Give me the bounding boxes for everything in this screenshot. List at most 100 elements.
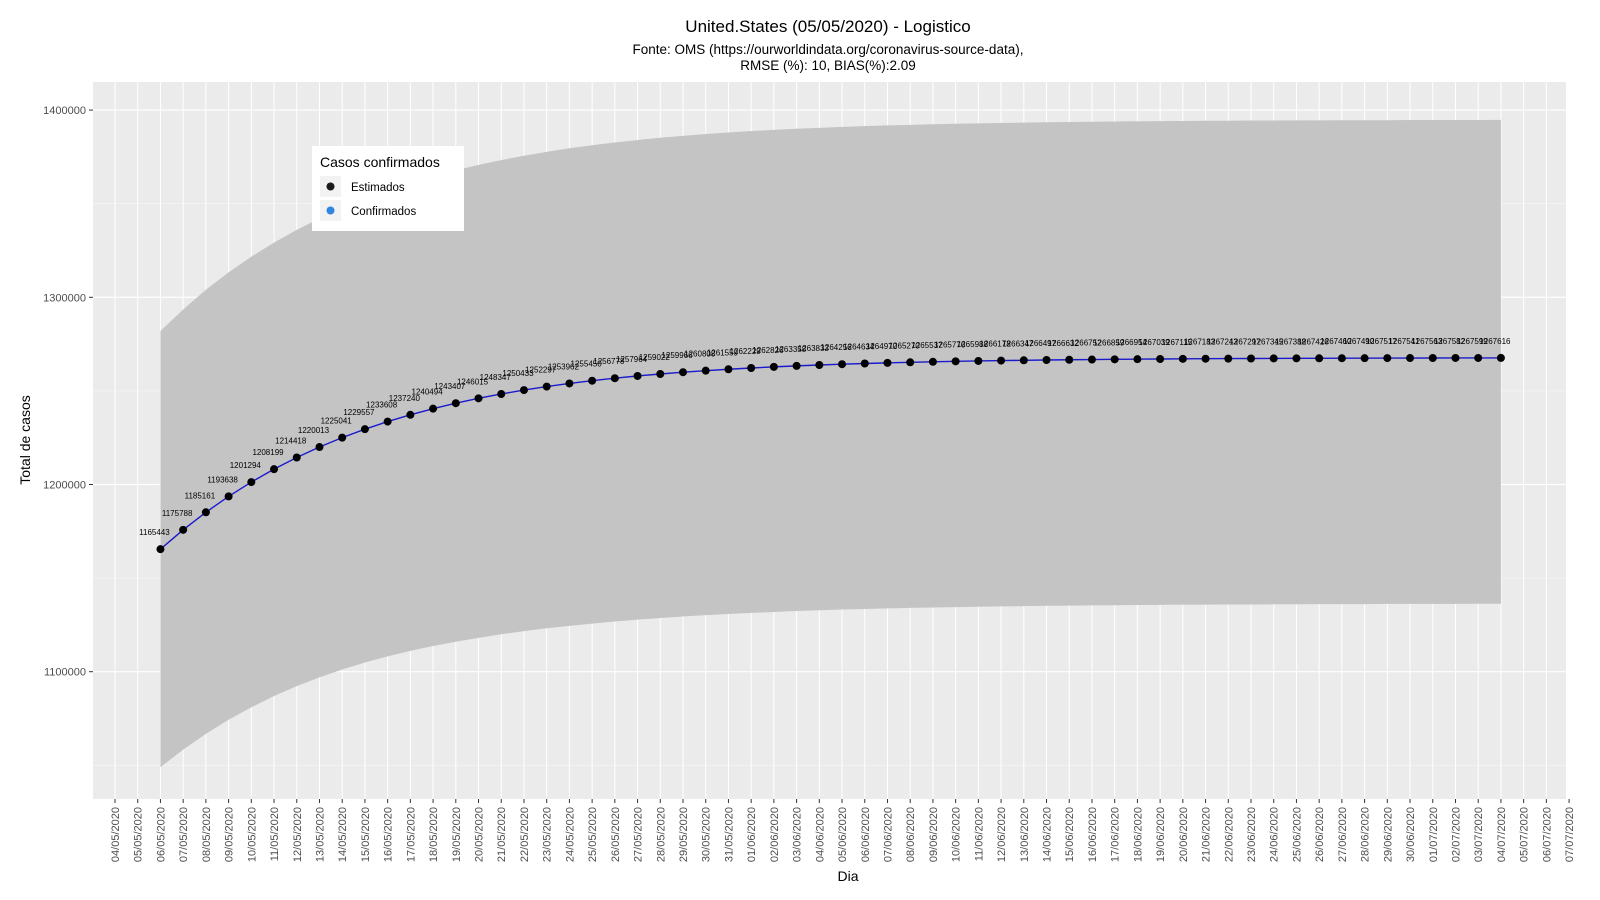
data-point: [224, 492, 233, 501]
x-tick-label: 27/05/2020: [633, 807, 645, 862]
data-point: [610, 374, 619, 383]
data-point: [451, 399, 460, 408]
data-label: 1267517: [1366, 337, 1398, 346]
data-label: 1263358: [775, 345, 807, 354]
x-tick-label: 23/05/2020: [542, 807, 554, 862]
data-label: 1267183: [1184, 338, 1216, 347]
x-tick-label: 07/05/2020: [178, 807, 190, 862]
data-point: [656, 370, 665, 379]
data-label: 1266752: [1070, 339, 1102, 348]
data-label: 1246015: [457, 377, 489, 386]
x-tick-label: 11/05/2020: [269, 807, 281, 861]
data-label: 1266859: [1093, 338, 1125, 347]
data-label: 1267426: [1298, 337, 1330, 346]
data-label: 1248347: [480, 373, 512, 382]
data-point: [1474, 353, 1483, 362]
data-label: 1267563: [1411, 337, 1443, 346]
x-tick-label: 07/06/2020: [882, 807, 894, 862]
x-tick-label: 14/05/2020: [337, 807, 349, 862]
x-tick-label: 25/05/2020: [587, 807, 599, 862]
data-label: 1267599: [1457, 337, 1489, 346]
x-axis-ticks: 04/05/2020 05/05/2020 06/05/2020 07/05/2020…: [110, 799, 1576, 862]
data-label: 1263833: [798, 344, 830, 353]
x-tick-label: 02/07/2020: [1450, 807, 1462, 862]
x-tick-label: 08/05/2020: [201, 807, 213, 862]
chart-title: United.States (05/05/2020) - Logistico: [685, 17, 970, 36]
data-point: [724, 365, 733, 374]
data-point: [1201, 354, 1210, 363]
data-label: 1267582: [1434, 337, 1466, 346]
data-point: [1224, 354, 1233, 363]
data-point: [338, 433, 347, 442]
x-tick-label: 26/05/2020: [610, 807, 622, 862]
data-label: 1262826: [752, 346, 784, 355]
data-point: [883, 358, 892, 367]
data-point: [906, 358, 915, 367]
data-point: [1042, 356, 1051, 365]
x-tick-label: 05/05/2020: [133, 807, 145, 862]
data-label: 1214418: [275, 437, 307, 446]
data-label: 1165443: [139, 528, 170, 537]
x-tick-label: 16/05/2020: [383, 807, 395, 862]
data-labels: 1165443 1175788 1185161 1193638 1201294 12081…: [139, 337, 1511, 537]
y-tick-label: 1200000: [43, 479, 86, 491]
x-tick-label: 24/06/2020: [1269, 807, 1281, 862]
data-label: 1267243: [1207, 338, 1239, 347]
data-point: [565, 379, 574, 388]
x-tick-label: 04/07/2020: [1496, 807, 1508, 862]
x-tick-label: 22/06/2020: [1223, 807, 1235, 862]
x-tick-label: 03/06/2020: [792, 807, 804, 862]
y-axis-title: Total de casos: [17, 395, 33, 485]
data-label: 1267345: [1252, 337, 1284, 346]
x-tick-label: 28/05/2020: [655, 807, 667, 862]
data-point: [1269, 354, 1278, 363]
data-point: [747, 363, 756, 372]
data-label: 1265776: [934, 340, 966, 349]
x-tick-label: 13/05/2020: [314, 807, 326, 862]
data-point: [1133, 355, 1142, 364]
confidence-band-area: [160, 119, 1501, 768]
data-label: 1267490: [1343, 337, 1375, 346]
data-label: 1266497: [1025, 339, 1057, 348]
data-label: 1267039: [1139, 338, 1171, 347]
data-point: [633, 371, 642, 380]
data-point: [951, 357, 960, 366]
data-point: [474, 394, 483, 403]
data-point: [974, 356, 983, 365]
data-label: 1243407: [434, 382, 466, 391]
data-label: 1267460: [1320, 337, 1352, 346]
data-label: 1225041: [321, 417, 353, 426]
x-tick-label: 07/07/2020: [1564, 807, 1576, 862]
data-label: 1267616: [1479, 337, 1511, 346]
data-label: 1266632: [1048, 339, 1080, 348]
data-point: [542, 382, 551, 391]
data-point: [1065, 355, 1074, 364]
x-tick-label: 29/05/2020: [678, 807, 690, 862]
data-label: 1240494: [412, 388, 444, 397]
x-tick-label: 11/06/2020: [973, 807, 985, 861]
data-label: 1266178: [980, 340, 1012, 349]
data-point: [838, 360, 847, 369]
data-label: 1260808: [684, 350, 716, 359]
x-tick-label: 20/06/2020: [1178, 807, 1190, 862]
data-label: 1257964: [616, 355, 648, 364]
x-tick-label: 12/06/2020: [996, 807, 1008, 862]
x-tick-label: 21/06/2020: [1201, 807, 1213, 862]
data-label: 1185161: [185, 491, 216, 500]
data-label: 1233608: [366, 401, 398, 410]
data-label: 1220013: [298, 426, 330, 435]
data-point: [1178, 354, 1187, 363]
data-point: [815, 360, 824, 369]
x-tick-label: 17/06/2020: [1110, 807, 1122, 862]
data-point: [1156, 354, 1165, 363]
data-point: [429, 404, 438, 413]
data-label: 1193638: [207, 475, 238, 484]
x-tick-label: 24/05/2020: [564, 807, 576, 862]
x-tick-label: 20/05/2020: [474, 807, 486, 862]
data-label: 1255450: [571, 360, 603, 369]
data-label: 1261559: [707, 348, 739, 357]
x-tick-label: 04/06/2020: [814, 807, 826, 862]
data-label: 1267541: [1388, 337, 1420, 346]
x-tick-label: 27/06/2020: [1337, 807, 1349, 862]
